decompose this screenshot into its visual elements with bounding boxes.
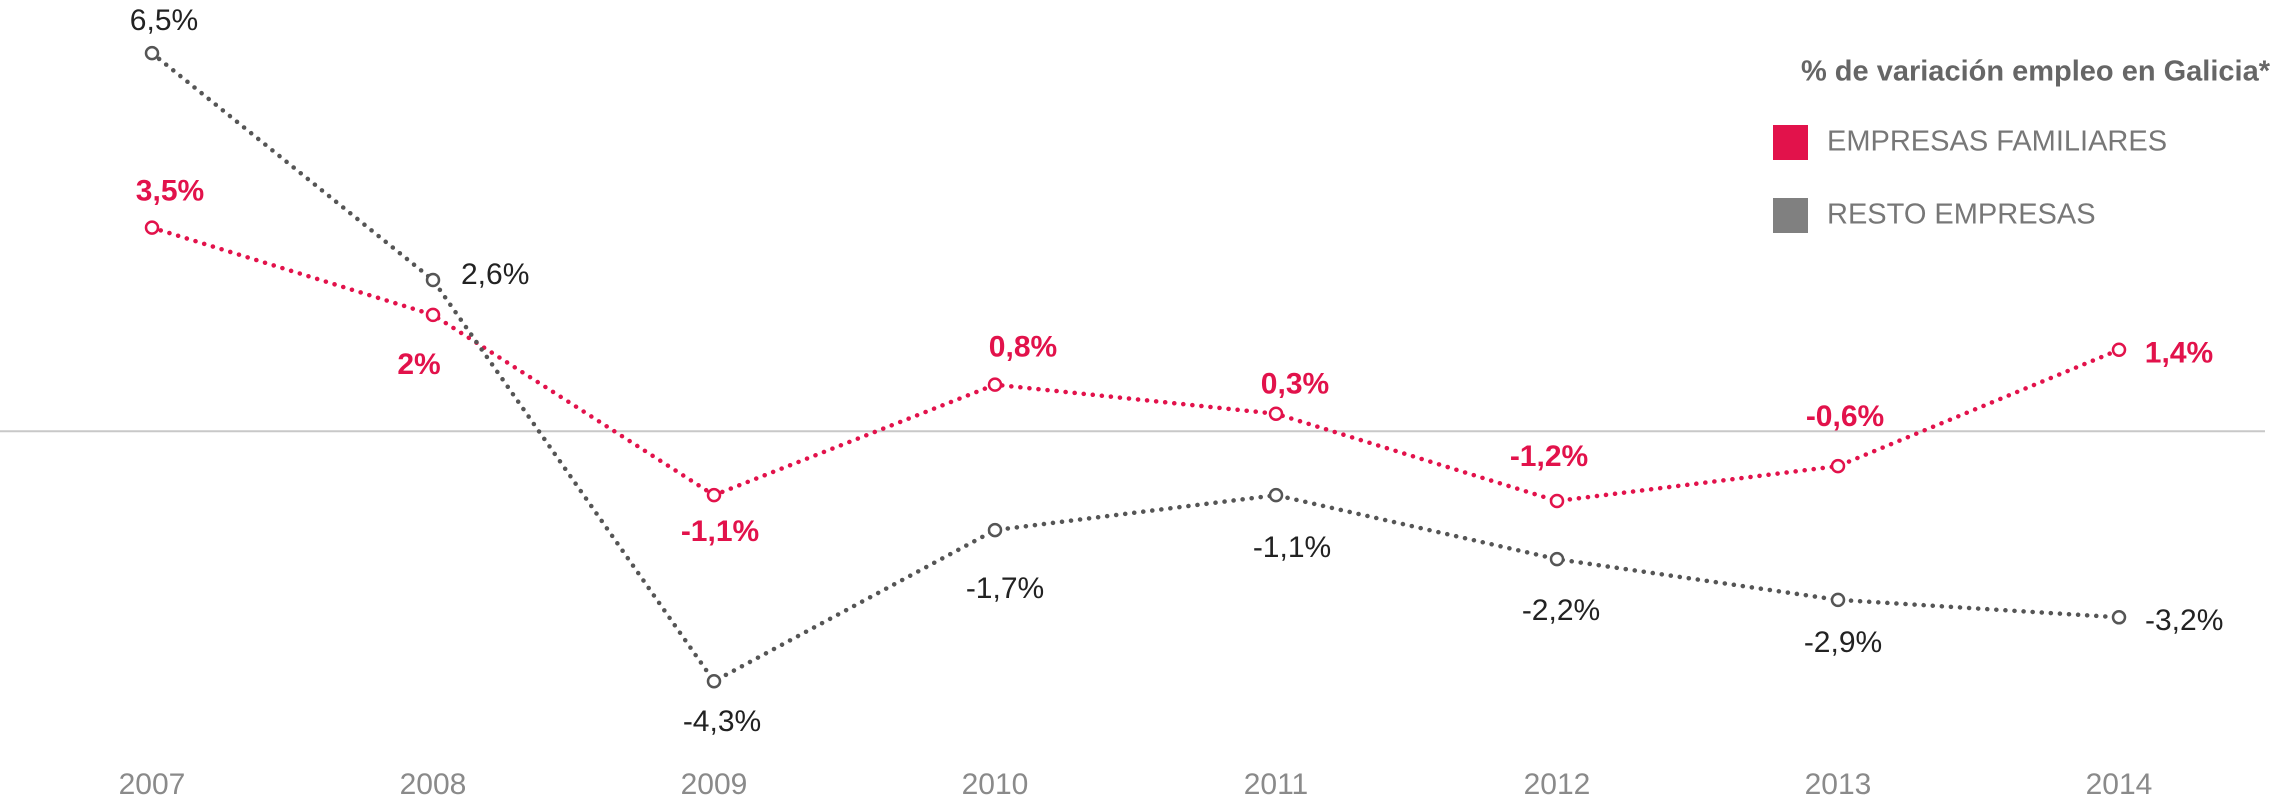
data-label: 2%: [397, 348, 440, 381]
data-label: -3,2%: [2145, 604, 2223, 637]
data-label: 6,5%: [130, 4, 198, 37]
series-line: [149, 225, 2122, 504]
point: [425, 307, 441, 323]
data-label: 2,6%: [461, 258, 529, 291]
point: [1268, 406, 1284, 422]
point: [425, 272, 441, 288]
series-line: [149, 50, 2122, 685]
data-label: 3,5%: [136, 175, 204, 208]
legend-swatch: [1773, 125, 1808, 160]
point: [1549, 551, 1565, 567]
x-tick-label: 2007: [119, 768, 186, 798]
data-label: 0,8%: [989, 331, 1057, 364]
data-label: -1,7%: [966, 572, 1044, 605]
point: [706, 487, 722, 503]
data-label: 0,3%: [1261, 368, 1329, 401]
point: [2111, 610, 2127, 625]
legend-swatch: [1773, 198, 1808, 233]
data-label: -2,2%: [1522, 594, 1600, 627]
data-label: -1,1%: [681, 515, 759, 548]
x-tick-label: 2011: [1244, 768, 1309, 798]
data-label: -1,1%: [1253, 531, 1331, 564]
x-tick-label: 2012: [1524, 768, 1591, 798]
point: [1549, 493, 1565, 509]
point: [706, 674, 722, 689]
point: [987, 522, 1003, 538]
x-tick-label: 2013: [1805, 768, 1872, 798]
x-tick-label: 2010: [962, 768, 1029, 798]
point: [144, 220, 160, 235]
legend-label: RESTO EMPRESAS: [1827, 199, 2096, 231]
legend-title: % de variación empleo en Galicia*: [1801, 56, 2271, 88]
x-tick-label: 2008: [400, 768, 467, 798]
legend-label: EMPRESAS FAMILIARES: [1827, 126, 2167, 158]
x-tick-label: 2009: [681, 768, 748, 798]
data-label: -0,6%: [1806, 400, 1884, 433]
x-tick-label: 2014: [2086, 768, 2153, 798]
point: [1830, 458, 1846, 474]
point: [144, 45, 160, 61]
data-label: -1,2%: [1510, 440, 1588, 473]
point: [1268, 487, 1284, 503]
point: [987, 377, 1003, 392]
data-label: -4,3%: [683, 705, 761, 738]
data-label: -2,9%: [1804, 626, 1882, 659]
point: [1830, 592, 1846, 608]
data-label: 1,4%: [2145, 337, 2213, 370]
point: [2111, 342, 2127, 358]
